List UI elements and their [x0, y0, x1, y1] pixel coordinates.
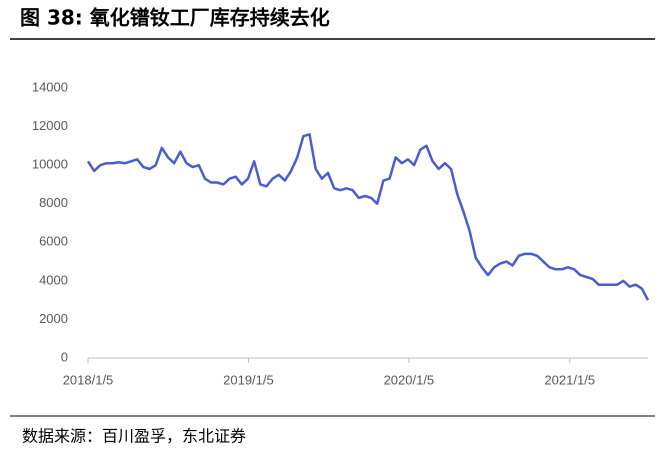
x-tick-label: 2019/1/5	[223, 372, 274, 387]
series-line	[86, 133, 650, 301]
x-tick-label: 2020/1/5	[384, 372, 435, 387]
y-tick-label: 2000	[39, 311, 68, 326]
y-tick-label: 12000	[32, 118, 68, 133]
y-tick-label: 8000	[39, 195, 68, 210]
y-tick-label: 10000	[32, 157, 68, 172]
y-tick-label: 0	[61, 349, 68, 364]
x-tick-label: 2021/1/5	[544, 372, 595, 387]
y-tick-label: 6000	[39, 234, 68, 249]
source: 数据来源：百川盈孚，东北证券	[22, 427, 246, 446]
chart-title: 图 38: 氧化镨钕工厂库存持续去化	[20, 6, 330, 30]
x-tick-label: 2018/1/5	[63, 372, 114, 387]
y-tick-label: 4000	[39, 272, 68, 287]
y-tick-label: 14000	[32, 79, 68, 94]
